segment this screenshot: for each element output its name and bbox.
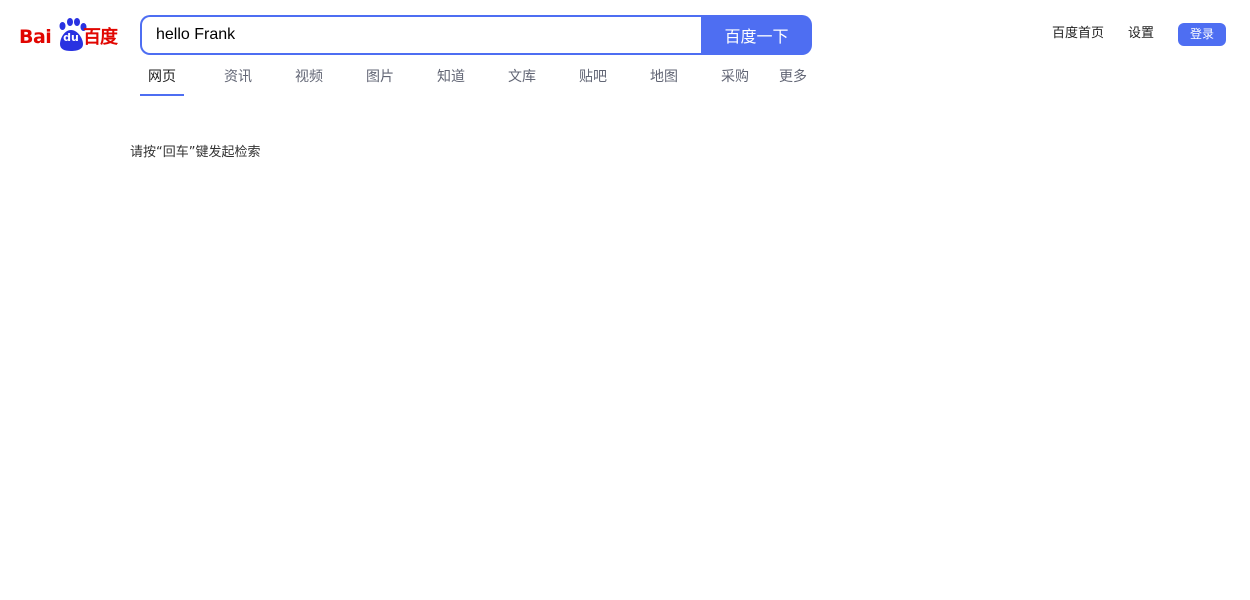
- tab-wenku[interactable]: 文库: [508, 69, 536, 85]
- search-form: 百度一下: [140, 15, 812, 55]
- settings-link[interactable]: 设置: [1128, 26, 1155, 41]
- tab-webpage[interactable]: 网页: [140, 62, 184, 96]
- baidu-logo[interactable]: Bai du 百度: [19, 17, 123, 53]
- enter-to-search-hint: 请按“回车”键发起检索: [130, 145, 261, 160]
- logo-text-baidu-chinese: 百度: [83, 27, 118, 48]
- search-input[interactable]: [140, 15, 703, 55]
- tab-map[interactable]: 地图: [650, 69, 678, 85]
- logo-text-du: du: [63, 31, 79, 44]
- baidu-home-link[interactable]: 百度首页: [1052, 26, 1105, 41]
- tab-more[interactable]: 更多: [779, 69, 807, 85]
- tab-tieba[interactable]: 贴吧: [579, 69, 607, 85]
- login-button[interactable]: 登录: [1178, 23, 1226, 46]
- search-button[interactable]: 百度一下: [701, 15, 812, 55]
- tab-zhidao[interactable]: 知道: [437, 69, 465, 85]
- tab-images[interactable]: 图片: [366, 69, 394, 85]
- search-tabs: 网页 资讯 视频 图片 知道 文库 贴吧 地图 采购 更多: [140, 62, 820, 96]
- tab-video[interactable]: 视频: [295, 69, 323, 85]
- tab-purchase[interactable]: 采购: [721, 69, 749, 85]
- logo-text-bai: Bai: [19, 26, 52, 48]
- paw-icon: [59, 18, 87, 51]
- tab-news[interactable]: 资讯: [224, 69, 252, 85]
